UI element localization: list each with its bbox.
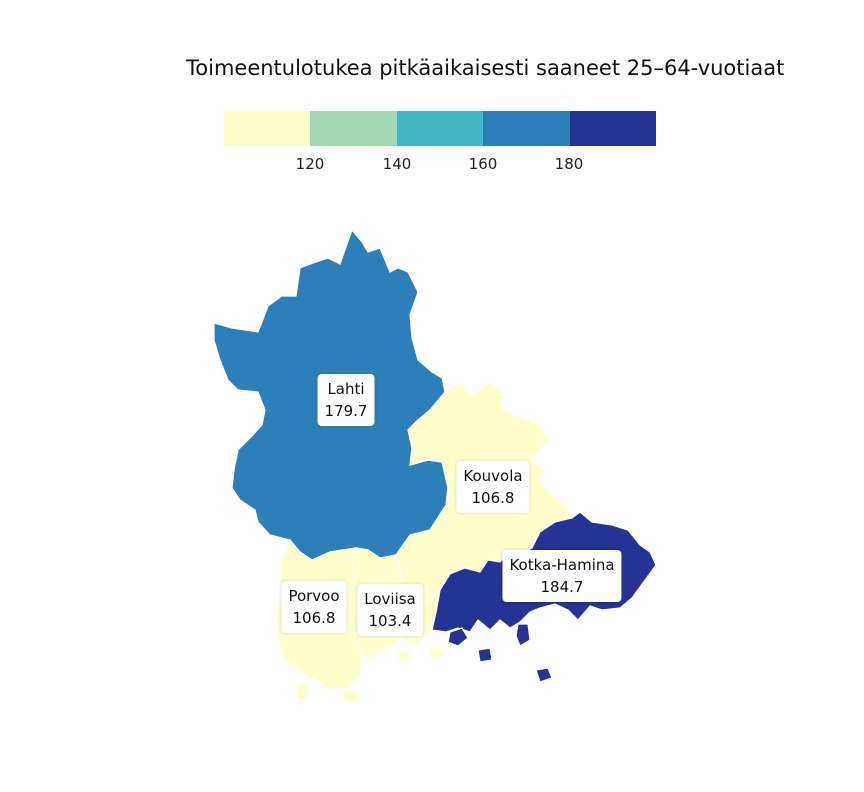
label-loviisa: Loviisa 103.4 xyxy=(357,584,423,636)
label-kotka-hamina-name: Kotka-Hamina xyxy=(509,556,615,574)
label-lahti: Lahti 179.7 xyxy=(317,374,375,426)
legend-swatch-3 xyxy=(396,111,484,146)
legend-tick-120: 120 xyxy=(295,155,325,173)
label-porvoo-value: 106.8 xyxy=(292,609,336,627)
island-kotka-4 xyxy=(535,667,553,683)
map-title: Toimeentulotukea pitkäaikaisesti saaneet… xyxy=(186,56,785,80)
island-loviisa-1 xyxy=(427,645,447,661)
legend-swatch-1 xyxy=(224,111,311,146)
island-kotka-3 xyxy=(515,623,531,647)
legend-swatch-5 xyxy=(569,111,657,146)
island-loviisa-2 xyxy=(397,649,411,665)
legend-swatch-4 xyxy=(483,111,570,146)
label-kouvola: Kouvola 106.8 xyxy=(456,461,530,513)
label-lahti-value: 179.7 xyxy=(324,402,368,420)
label-kouvola-name: Kouvola xyxy=(463,467,523,485)
island-kotka-2 xyxy=(477,647,493,663)
island-porvoo-2 xyxy=(341,689,361,703)
island-porvoo-1 xyxy=(295,681,309,701)
label-loviisa-value: 103.4 xyxy=(368,612,412,630)
legend-tick-160: 160 xyxy=(468,155,498,173)
label-loviisa-name: Loviisa xyxy=(364,590,416,608)
color-legend xyxy=(224,111,657,146)
label-kotka-hamina-value: 184.7 xyxy=(540,578,584,596)
legend-swatch-2 xyxy=(310,111,397,146)
legend-tick-140: 140 xyxy=(382,155,412,173)
island-kotka-1 xyxy=(447,627,469,647)
legend-tick-180: 180 xyxy=(554,155,584,173)
label-kotka-hamina: Kotka-Hamina 184.7 xyxy=(502,550,622,602)
label-kouvola-value: 106.8 xyxy=(471,489,515,507)
label-porvoo-name: Porvoo xyxy=(288,587,340,605)
label-porvoo: Porvoo 106.8 xyxy=(281,581,347,633)
label-lahti-name: Lahti xyxy=(327,380,365,398)
